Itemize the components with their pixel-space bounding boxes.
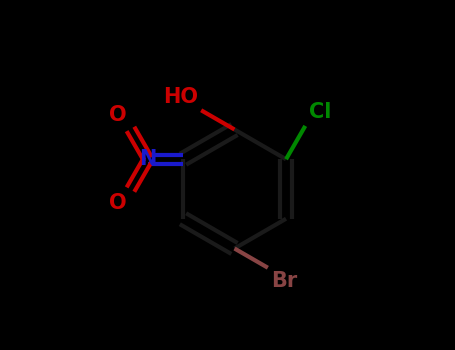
Text: O: O — [109, 105, 127, 125]
Text: Cl: Cl — [309, 103, 331, 122]
Text: Br: Br — [271, 271, 298, 291]
Text: N: N — [139, 149, 157, 169]
Text: O: O — [109, 193, 127, 213]
Text: HO: HO — [162, 87, 197, 107]
